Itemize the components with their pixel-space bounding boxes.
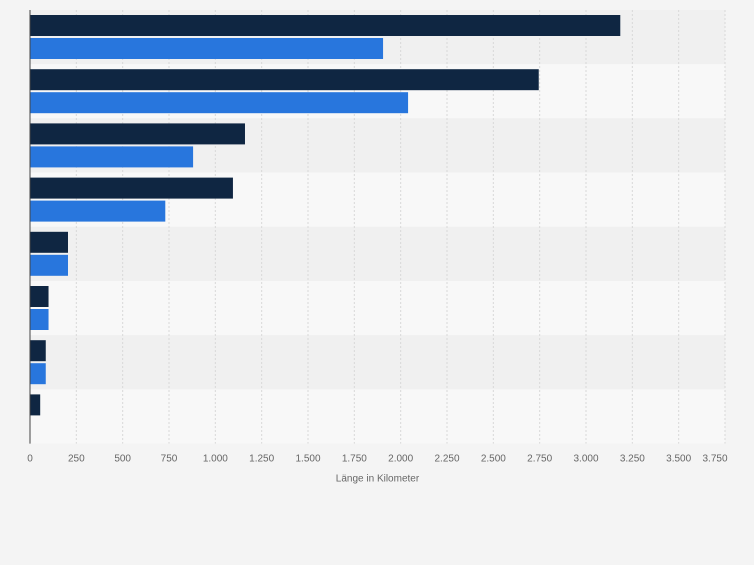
x-tick-label: 1.500 [295,454,320,465]
bar-series-1 [30,286,49,307]
x-tick-label: 500 [114,454,131,465]
x-tick-label: 2.750 [527,454,552,465]
bar-series-1 [30,123,245,145]
bars [30,15,621,416]
row-bands [30,10,725,444]
bar-series-2 [30,254,68,276]
bar-series-1 [30,177,233,199]
x-tick-label: 750 [161,454,178,465]
bar-series-2 [30,146,194,168]
x-tick-label: 2.500 [481,454,506,465]
x-tick-label: 3.750 [702,454,727,465]
x-tick-label: 2.250 [434,454,459,465]
bar-series-2 [30,363,46,385]
x-tick-label: 1.250 [249,454,274,465]
bar-series-2 [30,38,384,59]
bar-series-2 [30,92,409,114]
x-tick-label: 0 [27,454,33,465]
x-tick-labels: 0 250 500 750 1.000 1.250 1.500 1.750 2.000 2.250… [27,454,728,465]
bar-series-1 [30,340,46,362]
x-tick-label: 1.000 [203,454,228,465]
row-band [30,281,725,336]
bar-series-1 [30,394,41,416]
x-tick-label: 1.750 [342,454,367,465]
row-band [30,389,725,444]
bar-series-2 [30,200,166,222]
bar-series-1 [30,231,68,253]
x-tick-label: 3.500 [666,454,691,465]
bar-series-1 [30,69,539,91]
row-band [30,226,725,281]
x-tick-label: 2.000 [388,454,413,465]
bar-series-1 [30,15,621,36]
row-band [30,335,725,390]
x-tick-label: 250 [68,454,85,465]
bar-series-2 [30,309,49,330]
x-tick-label: 3.250 [620,454,645,465]
x-tick-label: 3.000 [573,454,598,465]
x-axis-label: Länge in Kilometer [336,474,420,485]
